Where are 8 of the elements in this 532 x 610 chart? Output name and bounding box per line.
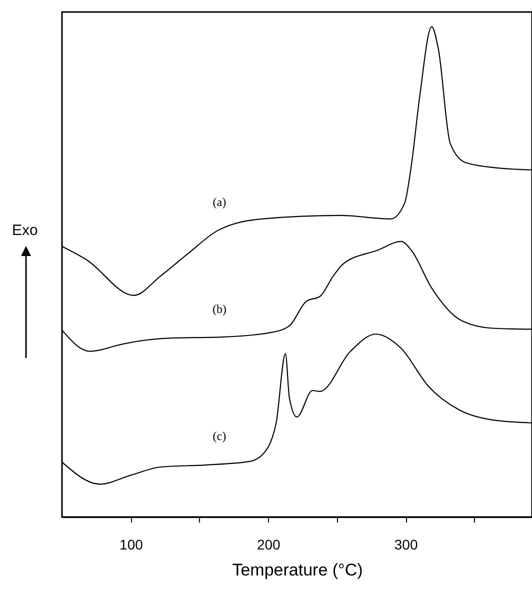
series-label: (c)	[212, 428, 226, 443]
x-tick-label: 100	[120, 536, 144, 552]
series-label: (a)	[212, 194, 226, 209]
x-tick-label: 300	[394, 536, 418, 552]
series-label: (b)	[212, 302, 226, 316]
x-tick-label: 200	[256, 536, 281, 552]
y-axis-title: Exo	[12, 222, 38, 239]
x-axis-title: Temperature (°C)	[232, 560, 363, 580]
